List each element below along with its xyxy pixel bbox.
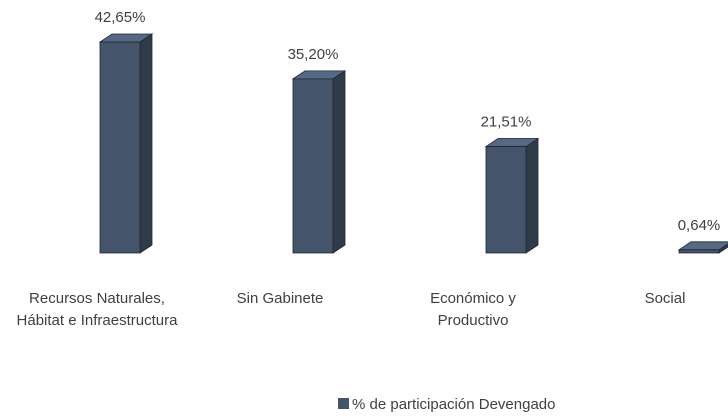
bar-side <box>332 70 346 254</box>
bar <box>677 241 728 254</box>
x-tick-label: Recursos Naturales, Hábitat e Infraestru… <box>16 290 178 329</box>
bar-front <box>99 41 141 254</box>
data-label: 42,65% <box>95 9 146 26</box>
bar-front <box>678 249 720 254</box>
data-label: 21,51% <box>481 114 532 131</box>
data-label: 35,20% <box>288 46 339 63</box>
legend-label: % de participación Devengado <box>352 396 555 413</box>
x-tick-label: Económico y Productivo <box>430 290 516 329</box>
data-label: 0,64% <box>678 217 721 234</box>
bar <box>484 137 540 254</box>
bar <box>98 33 154 254</box>
bar <box>291 70 347 254</box>
bar-side <box>525 137 539 254</box>
legend-swatch <box>338 398 349 409</box>
bar-front <box>292 78 334 254</box>
x-tick-label: Social <box>644 290 686 307</box>
bar-side <box>139 33 153 254</box>
bar-top <box>677 241 728 251</box>
x-tick-label: Sin Gabinete <box>236 290 324 307</box>
bar-front <box>485 146 527 254</box>
